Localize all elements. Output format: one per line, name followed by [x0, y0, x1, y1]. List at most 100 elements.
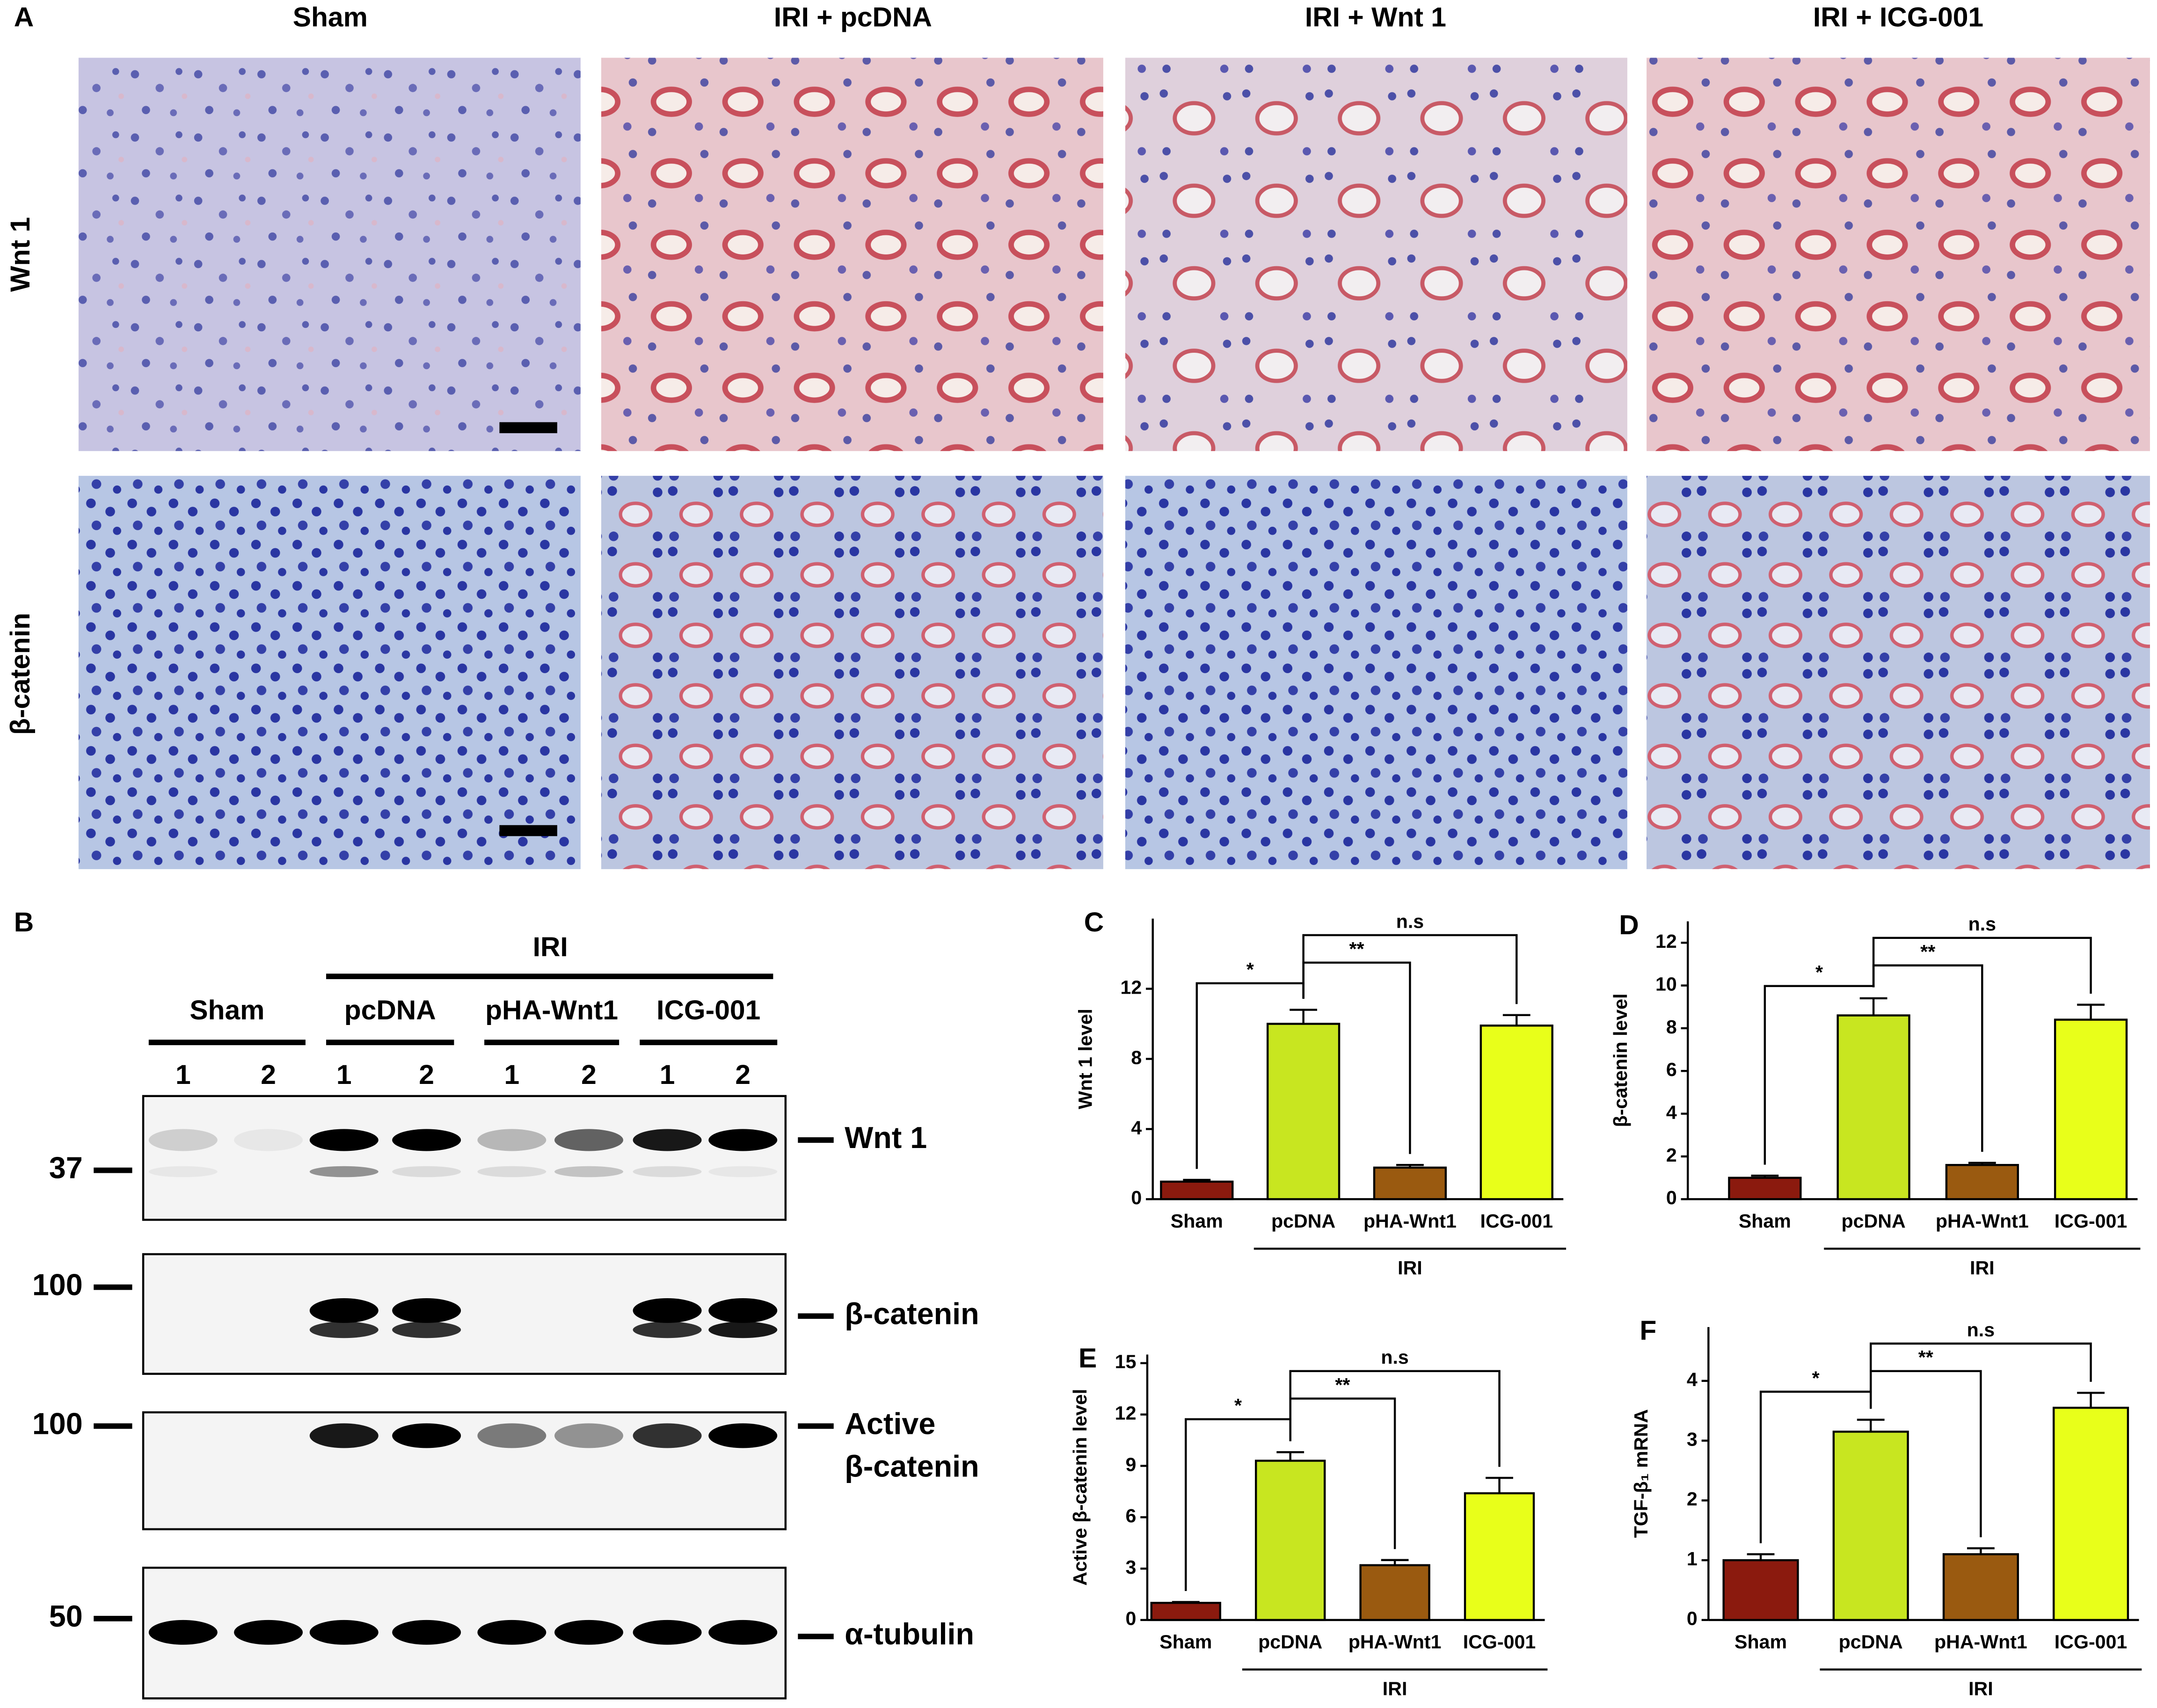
blot-band [309, 1129, 379, 1151]
blot-band [392, 1321, 461, 1338]
micrograph [601, 58, 1103, 451]
significance-label: * [1234, 1395, 1242, 1416]
blot-band [477, 1166, 547, 1177]
group-label: IRI [533, 932, 568, 962]
x-tick-label: ICG-001 [2055, 1631, 2127, 1653]
condition-label: pHA-Wnt1 [485, 995, 618, 1025]
condition-label: Sham [189, 995, 264, 1025]
blot-band [554, 1166, 623, 1177]
blot-band [309, 1298, 379, 1323]
lane-number: 2 [261, 1060, 276, 1090]
blot-band [148, 1620, 218, 1645]
blot-label: β-catenin [845, 1296, 979, 1330]
blot-band [708, 1321, 778, 1338]
bar [1160, 1180, 1234, 1200]
y-tick-label: 4 [1666, 1102, 1677, 1123]
scale-bar [499, 825, 557, 836]
y-tick-label: 4 [1131, 1117, 1142, 1138]
significance-label: ** [1349, 938, 1364, 959]
x-tick-label: pHA-Wnt1 [1363, 1210, 1457, 1232]
y-tick-label: 6 [1666, 1059, 1677, 1080]
blot-band [234, 1129, 303, 1151]
column-header: IRI + Wnt 1 [1305, 2, 1446, 33]
bar [1836, 1014, 1910, 1200]
y-tick-label: 9 [1126, 1454, 1137, 1475]
size-marker: 100 [32, 1268, 83, 1302]
blot-band [309, 1423, 379, 1448]
blot-frame [142, 1095, 787, 1221]
blot-band [148, 1129, 218, 1151]
bar [1373, 1166, 1447, 1200]
micrograph [1647, 58, 2150, 451]
blot-band [477, 1129, 547, 1151]
blot-band [708, 1423, 778, 1448]
lane-number: 1 [660, 1060, 675, 1090]
blot-band [234, 1620, 303, 1645]
scale-bar [499, 422, 557, 433]
blot-band [708, 1129, 778, 1151]
y-tick-label: 6 [1126, 1505, 1137, 1526]
group-label: IRI [1968, 1678, 1993, 1700]
condition-label: ICG-001 [656, 995, 760, 1025]
y-tick-label: 3 [1126, 1556, 1137, 1578]
size-marker: 37 [49, 1151, 83, 1185]
bar [1255, 1460, 1326, 1621]
blot-label: Active [845, 1406, 935, 1440]
micrograph [1125, 476, 1627, 869]
panel-letter: E [1078, 1343, 1097, 1374]
y-axis-label: Wnt 1 level [1075, 1009, 1096, 1109]
blot-band [477, 1620, 547, 1645]
bar [2052, 1407, 2129, 1621]
x-tick-label: ICG-001 [1463, 1631, 1536, 1653]
y-tick-label: 10 [1655, 973, 1677, 995]
blot-band [633, 1129, 702, 1151]
x-tick-label: pcDNA [1842, 1210, 1906, 1232]
y-tick-label: 0 [1131, 1187, 1142, 1208]
y-tick-label: 8 [1131, 1047, 1142, 1068]
size-marker: 100 [32, 1406, 83, 1440]
x-tick-label: Sham [1734, 1631, 1787, 1653]
bar [2054, 1018, 2128, 1200]
column-header: Sham [293, 2, 368, 33]
significance-label: * [1815, 961, 1823, 983]
bar [1464, 1492, 1535, 1621]
blot-band [392, 1166, 461, 1177]
bar [1266, 1023, 1341, 1200]
lane-number: 2 [419, 1060, 434, 1090]
bar [1359, 1564, 1430, 1621]
row-label: Wnt 1 [5, 217, 36, 292]
bar [1728, 1177, 1802, 1200]
y-tick-label: 12 [1655, 930, 1677, 952]
y-tick-label: 0 [1666, 1187, 1677, 1208]
blot-band [708, 1620, 778, 1645]
blot-band [148, 1166, 218, 1177]
blot-band [554, 1129, 623, 1151]
blot-band [477, 1423, 547, 1448]
blot-band [554, 1423, 623, 1448]
size-marker: 50 [49, 1599, 83, 1633]
y-axis-label: TGF-β₁ mRNA [1630, 1409, 1652, 1538]
significance-label: n.s [1968, 913, 1996, 935]
significance-bracket [1302, 934, 1518, 1004]
y-tick-label: 8 [1666, 1016, 1677, 1038]
blot-band [554, 1620, 623, 1645]
blot-band [392, 1423, 461, 1448]
x-tick-label: pHA-Wnt1 [1934, 1631, 2027, 1653]
micrograph [78, 58, 581, 451]
panel-letter: B [14, 907, 34, 938]
panel-letter: F [1640, 1316, 1656, 1346]
group-label: IRI [1970, 1257, 1995, 1279]
blot-label: α-tubulin [845, 1617, 974, 1651]
significance-label: ** [1920, 941, 1935, 962]
x-tick-label: pcDNA [1271, 1210, 1335, 1232]
condition-label: pcDNA [344, 995, 436, 1025]
y-axis-label: β-catenin level [1610, 994, 1631, 1127]
micrograph [601, 476, 1103, 869]
y-tick-label: 12 [1115, 1403, 1137, 1424]
bar [1479, 1025, 1553, 1200]
significance-bracket [1289, 1370, 1501, 1467]
significance-label: ** [1335, 1374, 1350, 1395]
blot-band [633, 1166, 702, 1177]
